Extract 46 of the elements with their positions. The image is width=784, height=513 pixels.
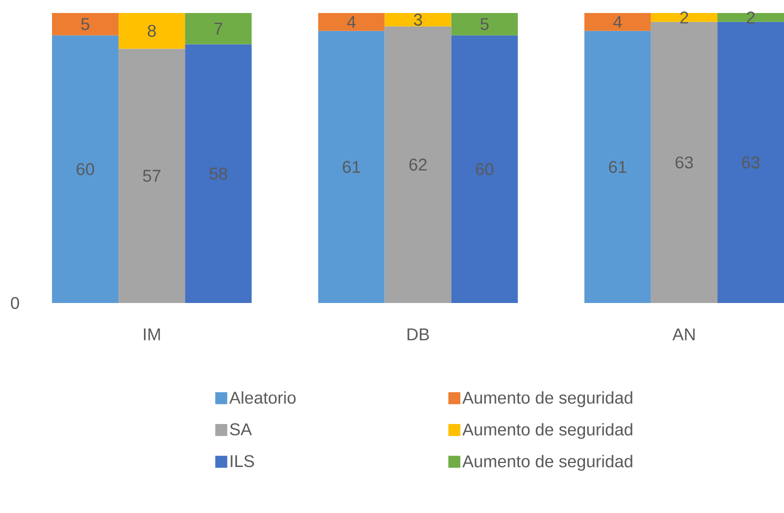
data-label: 63 bbox=[742, 156, 760, 168]
legend-label: Aleatorio bbox=[229, 391, 296, 404]
data-label: 61 bbox=[609, 160, 626, 173]
data-label: 60 bbox=[76, 163, 94, 176]
data-label: 62 bbox=[409, 158, 427, 171]
data-label: 5 bbox=[480, 18, 489, 30]
bar bbox=[52, 35, 119, 303]
data-label: 58 bbox=[210, 168, 228, 180]
text: 0 bbox=[10, 296, 20, 310]
data-label: 2 bbox=[680, 12, 688, 24]
bar bbox=[318, 13, 385, 31]
bar bbox=[717, 13, 784, 22]
data-label: 60 bbox=[476, 163, 494, 176]
bar bbox=[584, 30, 651, 303]
bar bbox=[118, 13, 186, 49]
bar bbox=[318, 30, 385, 303]
bar bbox=[52, 13, 119, 36]
data-label: 2 bbox=[746, 12, 755, 24]
legend-label: Aumento de seguridad bbox=[462, 391, 632, 408]
data-label: 7 bbox=[214, 22, 222, 34]
bar bbox=[717, 22, 784, 303]
bar bbox=[451, 13, 518, 36]
bar bbox=[584, 13, 651, 31]
x-tick-label: IM bbox=[144, 328, 160, 340]
bar bbox=[185, 13, 252, 44]
data-label: 8 bbox=[148, 24, 156, 37]
data-label: 61 bbox=[342, 160, 360, 173]
data-label: 63 bbox=[676, 156, 693, 168]
x-tick-label: AN bbox=[672, 328, 695, 340]
data-label: 5 bbox=[81, 18, 90, 30]
bar bbox=[118, 48, 186, 303]
data-label: 3 bbox=[414, 14, 422, 26]
bar bbox=[650, 22, 718, 303]
data-label: 4 bbox=[347, 16, 356, 28]
data-label: 57 bbox=[143, 170, 160, 182]
bar bbox=[185, 44, 252, 303]
legend-label: Aumento de seguridad bbox=[462, 454, 632, 471]
legend-label: Aumento de seguridad bbox=[462, 423, 632, 439]
data-label: 4 bbox=[613, 16, 622, 28]
x-tick-label: DB bbox=[408, 328, 429, 340]
bar bbox=[451, 35, 518, 303]
bar bbox=[384, 26, 452, 303]
legend-label: SA bbox=[230, 423, 252, 436]
legend-label: ILS bbox=[230, 455, 254, 468]
bar bbox=[650, 13, 718, 22]
bar bbox=[384, 13, 452, 26]
